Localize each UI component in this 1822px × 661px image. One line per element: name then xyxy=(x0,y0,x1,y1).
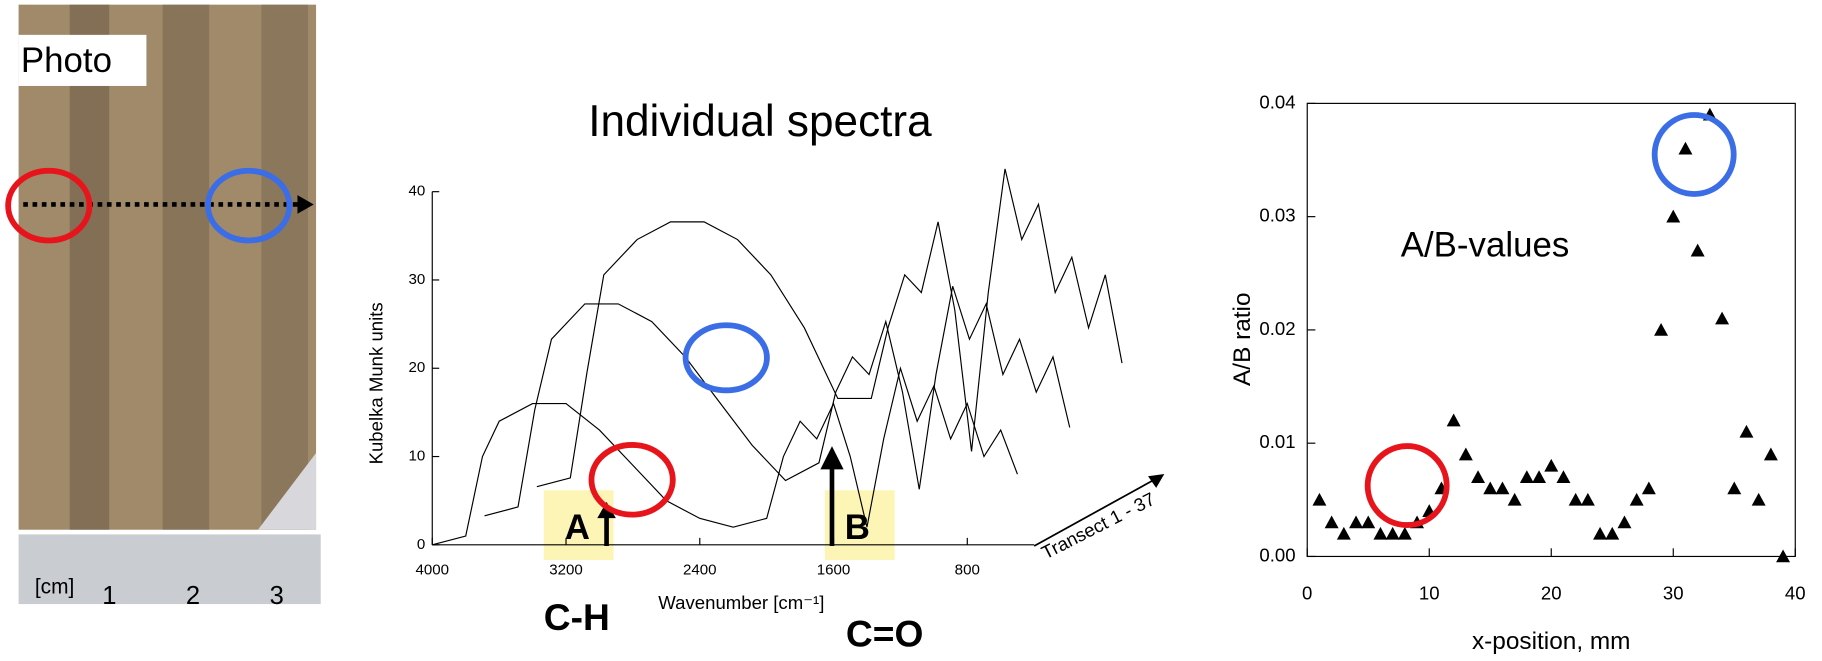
ruler-number: 2 xyxy=(186,582,200,610)
red-circle xyxy=(588,442,676,518)
photo-furrow xyxy=(69,4,110,530)
data-point xyxy=(1641,481,1656,495)
x-tick-label: 800 xyxy=(955,561,980,578)
red-circle xyxy=(5,167,93,244)
spectra-chart: 0 10 20 30 40 4000 3200 2400 1600 800 Individual s… xyxy=(366,97,1165,654)
data-point xyxy=(1690,243,1705,257)
y-tick-label: 20 xyxy=(408,359,425,376)
annotation: B xyxy=(845,508,870,547)
spectrum-line xyxy=(432,366,1018,546)
data-point xyxy=(1617,515,1632,529)
data-point xyxy=(1373,526,1388,540)
spectrum-line xyxy=(536,168,1123,488)
y-tick-label: 0.01 xyxy=(1259,431,1295,452)
data-point xyxy=(1544,458,1559,472)
data-point xyxy=(1471,470,1486,483)
arrow-b-head xyxy=(820,446,844,470)
data-point xyxy=(1336,526,1351,540)
data-point xyxy=(1666,209,1681,223)
ratio-chart: 0.00 0.01 0.02 0.03 0.04 0 10 20 30 40 A/B-values A… xyxy=(1229,91,1806,655)
depth-arrow xyxy=(1148,473,1165,488)
data-point xyxy=(1593,526,1608,540)
ruler xyxy=(18,534,321,605)
data-point xyxy=(1678,141,1693,155)
photo: Photo [cm] 1 2 3 xyxy=(5,4,321,610)
photo-foil xyxy=(257,453,317,530)
data-point xyxy=(1654,322,1669,336)
x-tick-label: 0 xyxy=(1302,583,1312,604)
depth-label: Transect 1 - 37 xyxy=(1038,488,1158,563)
x-tick-label: 10 xyxy=(1419,583,1440,604)
y-tick-label: 30 xyxy=(408,271,425,288)
data-point xyxy=(1556,470,1571,483)
data-point xyxy=(1483,481,1498,495)
x-tick-label: 3200 xyxy=(549,561,583,578)
photo-furrow xyxy=(261,4,308,530)
data-point xyxy=(1519,470,1534,483)
y-tick-label: 0.03 xyxy=(1259,205,1295,226)
data-point xyxy=(1568,492,1583,506)
data-point xyxy=(1727,481,1742,495)
photo-label: Photo xyxy=(21,41,112,80)
data-point xyxy=(1495,481,1510,495)
photo-label-box xyxy=(18,34,147,86)
x-axis-label: Wavenumber [cm⁻¹] xyxy=(658,592,824,613)
x-tick-label: 4000 xyxy=(415,561,449,578)
data-point xyxy=(1312,492,1327,506)
ruler-unit: [cm] xyxy=(35,575,75,598)
y-axis-label: Kubelka Munk units xyxy=(366,302,387,464)
x-tick-label: 1600 xyxy=(817,561,851,578)
data-point xyxy=(1580,492,1595,506)
data-point xyxy=(1532,470,1547,483)
y-tick-label: 0.00 xyxy=(1259,544,1295,565)
blue-circle xyxy=(205,167,293,244)
plot-frame xyxy=(1306,102,1796,558)
annotation: C=O xyxy=(846,612,923,654)
transect-arrow xyxy=(297,195,314,214)
y-tick-label: 0.04 xyxy=(1259,91,1295,112)
ruler-number: 1 xyxy=(102,582,116,610)
data-point xyxy=(1361,515,1376,529)
data-point xyxy=(1324,515,1339,529)
blue-circle xyxy=(1651,112,1737,197)
annotation: C-H xyxy=(544,596,610,638)
y-axis-label: A/B ratio xyxy=(1229,292,1256,385)
x-tick-label: 40 xyxy=(1785,583,1806,604)
data-point xyxy=(1397,526,1412,540)
data-point xyxy=(1507,492,1522,506)
annotation: A xyxy=(565,508,590,547)
data-point xyxy=(1349,515,1364,529)
photo-furrow xyxy=(162,4,210,530)
chart-title: Individual spectra xyxy=(588,97,932,146)
data-point xyxy=(1715,311,1730,325)
data-point xyxy=(1751,492,1766,506)
data-point xyxy=(1763,447,1778,461)
data-point xyxy=(1776,549,1791,563)
data-point xyxy=(1605,526,1620,540)
spectrum-line xyxy=(484,286,1071,517)
red-circle xyxy=(1364,443,1450,528)
x-axis-label: x-position, mm xyxy=(1472,628,1631,655)
data-point xyxy=(1385,526,1400,540)
x-tick-label: 20 xyxy=(1541,583,1562,604)
y-tick-label: 40 xyxy=(408,183,425,200)
x-tick-label: 30 xyxy=(1663,583,1684,604)
ruler-number: 3 xyxy=(270,582,284,610)
x-tick-label: 2400 xyxy=(683,561,717,578)
y-tick-label: 10 xyxy=(408,448,425,465)
data-point xyxy=(1739,424,1754,438)
depth-axis xyxy=(1033,477,1157,547)
highlight-b xyxy=(825,490,895,560)
y-tick-label: 0.02 xyxy=(1259,318,1295,339)
data-point xyxy=(1446,413,1461,427)
y-tick-label: 0 xyxy=(417,536,425,553)
data-point xyxy=(1458,447,1473,461)
chart-title: A/B-values xyxy=(1401,226,1570,265)
data-point xyxy=(1629,492,1644,506)
blue-circle xyxy=(682,322,770,394)
